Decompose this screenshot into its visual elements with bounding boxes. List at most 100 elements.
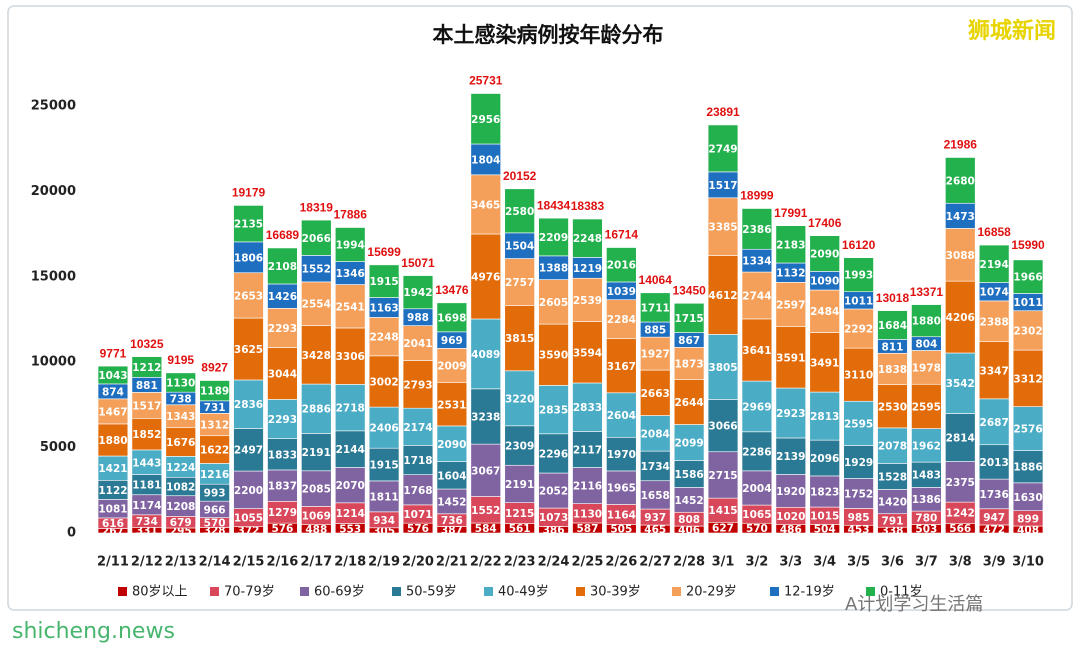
bar-segment	[301, 470, 332, 507]
y-tick-label: 10000	[31, 355, 76, 370]
bar-segment	[707, 255, 739, 335]
data-label: 1833	[268, 449, 297, 461]
bar-segment	[911, 461, 942, 488]
bar-segment	[436, 461, 468, 490]
data-label: 993	[204, 488, 226, 500]
x-tick-label: 2/19	[368, 555, 400, 570]
data-label: 2718	[336, 403, 365, 415]
x-tick-label: 3/8	[949, 555, 972, 570]
legend-swatch	[770, 587, 779, 596]
data-label: 1224	[166, 462, 195, 474]
x-tick-label: 2/18	[334, 555, 366, 570]
data-label: 947	[983, 512, 1005, 524]
data-label: 1346	[336, 268, 365, 280]
data-label: 576	[271, 523, 293, 535]
data-label: 1132	[776, 268, 805, 280]
data-label: 1823	[810, 486, 839, 498]
bar-segment	[368, 317, 400, 357]
bar-segment	[368, 447, 400, 482]
bar-segment	[267, 399, 298, 439]
data-label: 1873	[675, 358, 704, 370]
bar-segment	[673, 347, 705, 380]
x-tick-label: 3/5	[847, 555, 870, 570]
total-label: 25731	[469, 74, 503, 88]
bar-segment	[301, 219, 332, 256]
data-label: 934	[373, 515, 395, 527]
x-tick-label: 3/9	[983, 555, 1006, 570]
data-label: 386	[543, 525, 565, 537]
bar-segment	[945, 413, 976, 462]
total-label: 15699	[367, 245, 401, 259]
bar-segment	[538, 472, 569, 509]
data-label: 1804	[471, 154, 500, 166]
data-label: 3238	[471, 411, 500, 423]
data-label: 811	[882, 341, 904, 353]
data-label: 566	[949, 523, 971, 535]
bar-segment	[911, 383, 942, 429]
total-label: 20152	[503, 169, 537, 183]
legend-label: 12-19岁	[784, 585, 835, 600]
total-label: 21986	[944, 138, 978, 152]
total-label: 23891	[706, 105, 740, 119]
total-label: 13018	[876, 291, 910, 305]
data-label: 372	[238, 525, 260, 537]
data-label: 1443	[132, 457, 161, 469]
data-label: 885	[644, 325, 666, 337]
total-label: 16120	[842, 238, 876, 252]
bar-segment	[877, 352, 908, 385]
bar-segment	[877, 384, 908, 429]
data-label: 1630	[1013, 492, 1042, 504]
data-label: 1752	[844, 488, 873, 500]
data-label: 3625	[234, 344, 263, 356]
bar-segment	[267, 438, 298, 471]
data-label: 2066	[302, 233, 331, 245]
legend-swatch	[484, 587, 493, 596]
x-tick-label: 2/24	[538, 555, 570, 570]
bar-segment	[707, 171, 739, 199]
data-label: 2135	[234, 219, 263, 231]
bar-segment	[572, 467, 603, 504]
data-label: 1071	[403, 509, 432, 521]
data-label: 4089	[471, 349, 500, 361]
data-label: 1604	[437, 470, 466, 482]
data-label: 1216	[200, 469, 229, 481]
data-label: 2749	[708, 143, 737, 155]
total-label: 9195	[167, 353, 194, 367]
bar-segment	[741, 380, 773, 433]
data-label: 1242	[946, 508, 975, 520]
x-tick-label: 2/13	[165, 555, 197, 570]
data-label: 1065	[742, 509, 771, 521]
data-label: 584	[475, 523, 497, 535]
data-label: 2085	[302, 484, 331, 496]
total-label: 16714	[605, 228, 639, 242]
data-label: 1806	[234, 252, 263, 264]
bar-segment	[978, 444, 1010, 480]
x-tick-label: 2/22	[470, 555, 502, 570]
x-tick-label: 3/2	[745, 555, 768, 570]
bar-segment	[504, 305, 535, 372]
data-label: 2531	[437, 399, 466, 411]
data-label: 731	[204, 402, 226, 414]
data-label: 503	[915, 524, 937, 536]
data-label: 2375	[946, 477, 975, 489]
bar-segment	[877, 310, 908, 340]
data-label: 1978	[912, 362, 941, 374]
data-label: 2956	[471, 114, 500, 126]
data-label: 3312	[1013, 373, 1042, 385]
data-label: 1214	[336, 508, 365, 520]
bar-segment	[402, 407, 434, 446]
bar-segment	[301, 255, 332, 283]
bar-segment	[97, 398, 129, 425]
bar-segment	[640, 480, 671, 510]
x-tick-label: 2/11	[97, 555, 129, 570]
x-tick-label: 3/3	[779, 555, 802, 570]
data-label: 1090	[810, 276, 839, 288]
bar-segment	[775, 225, 807, 264]
bar-segment	[775, 474, 807, 508]
bar-segment	[775, 326, 807, 389]
data-label: 387	[441, 525, 463, 537]
bar-segment	[470, 496, 501, 524]
bar-segment	[741, 271, 773, 320]
data-label: 1473	[946, 211, 975, 223]
data-label: 3002	[369, 376, 398, 388]
